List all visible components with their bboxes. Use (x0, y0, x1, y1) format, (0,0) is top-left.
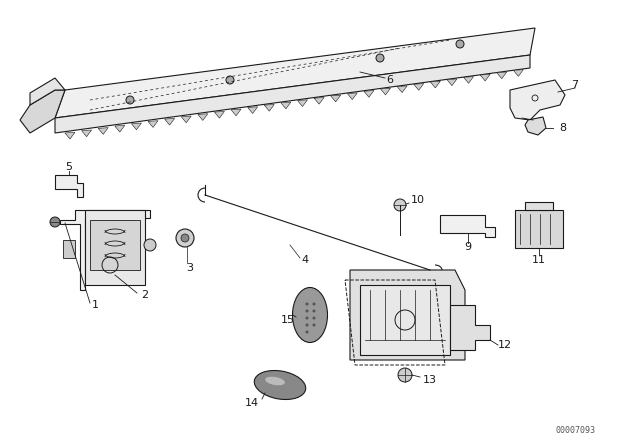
Polygon shape (198, 114, 208, 121)
Ellipse shape (254, 370, 306, 400)
Circle shape (305, 310, 308, 313)
Polygon shape (60, 210, 150, 290)
Polygon shape (63, 240, 75, 258)
Polygon shape (497, 72, 507, 79)
Circle shape (305, 323, 308, 327)
Polygon shape (115, 125, 125, 132)
Polygon shape (98, 128, 108, 134)
Circle shape (376, 54, 384, 62)
Polygon shape (281, 102, 291, 109)
Polygon shape (65, 132, 75, 139)
Circle shape (126, 96, 134, 104)
Circle shape (305, 331, 308, 333)
Text: 9: 9 (465, 242, 472, 252)
Circle shape (144, 239, 156, 251)
Bar (85, 210, 145, 285)
Polygon shape (440, 215, 495, 237)
Text: 11: 11 (532, 255, 546, 265)
Text: 8: 8 (559, 123, 566, 133)
Polygon shape (298, 100, 307, 107)
Polygon shape (131, 123, 141, 130)
Circle shape (312, 310, 316, 313)
Polygon shape (164, 118, 175, 125)
Circle shape (398, 368, 412, 382)
Circle shape (394, 199, 406, 211)
Text: 10: 10 (411, 195, 425, 205)
Polygon shape (430, 81, 440, 88)
Polygon shape (20, 90, 65, 133)
Polygon shape (30, 78, 65, 105)
Polygon shape (264, 104, 275, 111)
Polygon shape (525, 117, 546, 135)
Circle shape (305, 316, 308, 319)
Polygon shape (513, 69, 524, 76)
Text: 1: 1 (92, 300, 99, 310)
Text: 3: 3 (186, 263, 193, 273)
Polygon shape (55, 55, 530, 133)
Circle shape (312, 316, 316, 319)
Polygon shape (360, 285, 450, 355)
Polygon shape (510, 80, 565, 120)
Polygon shape (480, 74, 490, 81)
Polygon shape (450, 305, 490, 350)
Circle shape (226, 76, 234, 84)
Polygon shape (525, 202, 553, 210)
Polygon shape (515, 210, 563, 248)
Polygon shape (350, 270, 465, 360)
Ellipse shape (292, 288, 328, 343)
Bar (90, 220, 140, 270)
Polygon shape (82, 130, 92, 137)
Circle shape (305, 302, 308, 306)
Polygon shape (148, 121, 158, 127)
Polygon shape (55, 28, 535, 118)
Text: 00007093: 00007093 (555, 426, 595, 435)
Polygon shape (55, 175, 83, 197)
Polygon shape (364, 90, 374, 97)
Polygon shape (348, 93, 357, 99)
Text: 14: 14 (245, 398, 259, 408)
Text: 4: 4 (301, 255, 308, 265)
Polygon shape (381, 88, 390, 95)
Polygon shape (314, 98, 324, 104)
Text: 6: 6 (387, 75, 394, 85)
Polygon shape (413, 84, 424, 90)
Circle shape (456, 40, 464, 48)
Polygon shape (214, 112, 225, 118)
Polygon shape (231, 109, 241, 116)
Polygon shape (463, 77, 474, 83)
Circle shape (312, 302, 316, 306)
Text: 2: 2 (141, 290, 148, 300)
Polygon shape (181, 116, 191, 123)
Text: 15: 15 (281, 315, 295, 325)
Polygon shape (248, 107, 258, 113)
Text: 13: 13 (423, 375, 437, 385)
Polygon shape (397, 86, 407, 93)
Polygon shape (447, 79, 457, 86)
Circle shape (176, 229, 194, 247)
Text: 5: 5 (65, 162, 72, 172)
Circle shape (181, 234, 189, 242)
Text: 12: 12 (498, 340, 512, 350)
Ellipse shape (265, 377, 285, 385)
Circle shape (312, 323, 316, 327)
Circle shape (50, 217, 60, 227)
Text: 7: 7 (572, 80, 579, 90)
Polygon shape (331, 95, 340, 102)
